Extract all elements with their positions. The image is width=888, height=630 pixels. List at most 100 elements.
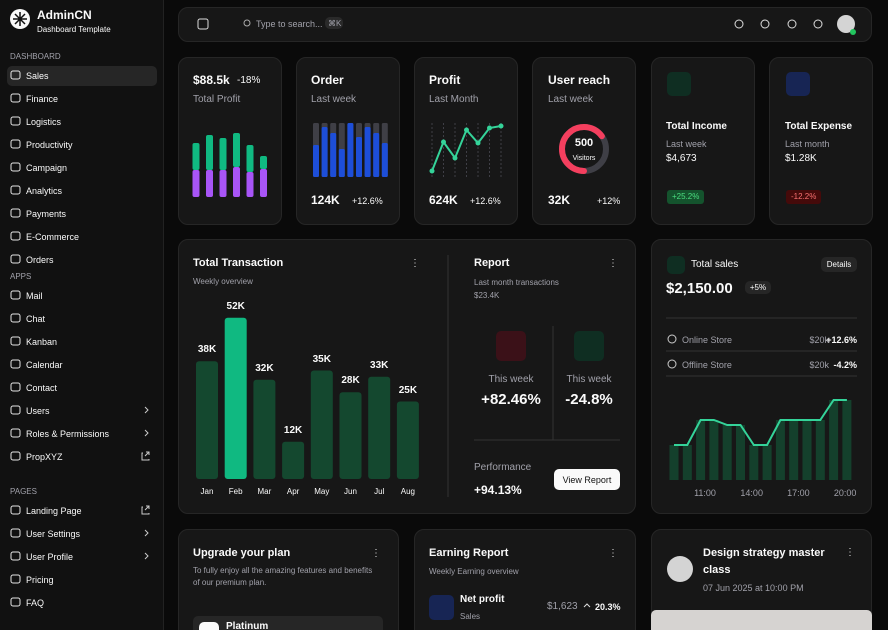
search-input[interactable]: Type to search... <box>256 19 323 29</box>
bar-label: 52K <box>226 300 245 312</box>
sales-value: $2,150.00 <box>666 280 733 297</box>
stack-bar <box>233 133 240 167</box>
row-name: Offline Store <box>682 360 732 370</box>
x-label: Aug <box>400 487 416 496</box>
expense-subtitle: Last month <box>785 139 830 149</box>
badge-bg <box>745 281 771 294</box>
nav-item[interactable]: Sales <box>26 71 49 81</box>
expense-value: $1.28K <box>785 153 817 164</box>
nav-item[interactable]: Productivity <box>26 140 73 150</box>
view-report-button[interactable] <box>554 469 620 490</box>
nav-icon <box>10 116 21 126</box>
sidebar-toggle <box>197 18 209 30</box>
nav-item[interactable]: Pricing <box>26 575 54 585</box>
point <box>475 140 481 146</box>
bar <box>321 127 328 177</box>
menu-button[interactable]: ⋮ <box>410 258 420 269</box>
details-button[interactable] <box>821 257 857 272</box>
sales-title: Total sales <box>691 259 739 270</box>
transaction-subtitle: Weekly overview <box>193 277 253 286</box>
x-label: 11:00 <box>694 488 716 498</box>
bar <box>736 425 745 480</box>
active-item-bg[interactable] <box>7 66 157 86</box>
x-label: Mar <box>257 487 272 496</box>
left-label: This week <box>488 374 534 385</box>
event-title: Design strategy master class <box>703 547 825 576</box>
profit-title: Profit <box>429 73 461 87</box>
reach-title: User reach <box>548 73 611 87</box>
avatar <box>837 15 855 33</box>
point <box>498 123 504 129</box>
nav-icon <box>10 382 21 392</box>
menu-button[interactable]: ⋮ <box>608 548 618 559</box>
nav-item[interactable]: Logistics <box>26 117 62 127</box>
nav-item[interactable]: FAQ <box>26 598 45 608</box>
bar <box>396 401 419 479</box>
menu-button[interactable]: ⋮ <box>371 548 381 559</box>
nav-item[interactable]: Chat <box>26 314 46 324</box>
nav-item[interactable]: Users <box>26 406 50 416</box>
earning-amount: $1,623 <box>547 601 578 612</box>
nav-item[interactable]: User Profile <box>26 552 74 562</box>
x-label: 14:00 <box>740 488 763 498</box>
point <box>441 139 446 145</box>
bar <box>347 123 354 177</box>
bar <box>381 143 388 177</box>
toolbar-icon <box>813 19 823 29</box>
earning-icon <box>429 595 454 620</box>
income-icon <box>667 72 691 96</box>
stack-bar <box>192 143 200 170</box>
nav-item[interactable]: PropXYZ <box>26 452 63 462</box>
nav-item[interactable]: Orders <box>26 255 54 265</box>
income-subtitle: Last week <box>666 139 707 149</box>
bar <box>789 420 799 480</box>
details-label: Details <box>826 260 852 269</box>
nav-item[interactable]: E-Commerce <box>26 232 80 242</box>
section-title: DASHBOARD <box>10 52 61 61</box>
nav-icon <box>10 405 21 415</box>
nav-item[interactable]: Roles & Permissions <box>26 429 110 439</box>
nav-item[interactable]: User Settings <box>26 529 81 539</box>
upgrade-title: Upgrade your plan <box>193 547 291 559</box>
report-title: Report <box>474 257 510 269</box>
bar <box>709 420 719 480</box>
logo-mark <box>13 12 27 26</box>
stack-bar <box>219 170 227 197</box>
row-amount: $20k <box>809 360 829 370</box>
nav-item[interactable]: Campaign <box>26 163 68 173</box>
event-date: 07 Jun 2025 at 10:00 PM <box>703 583 804 593</box>
nav-icon <box>10 185 21 195</box>
x-label: May <box>314 487 330 496</box>
nav-icon <box>10 254 21 264</box>
x-label: Jul <box>374 487 385 496</box>
nav-icon <box>10 428 21 438</box>
nav-item[interactable]: Analytics <box>26 186 63 196</box>
nav-item[interactable]: Calendar <box>26 360 63 370</box>
order-subtitle: Last week <box>311 94 357 105</box>
menu-button[interactable]: ⋮ <box>845 547 855 558</box>
nav-icon <box>10 162 21 172</box>
profit-change: -18% <box>237 75 261 86</box>
upgrade-card <box>178 529 399 630</box>
point <box>429 168 435 174</box>
bar <box>196 361 218 479</box>
nav-item[interactable]: Contact <box>26 383 58 393</box>
nav-item[interactable]: Mail <box>26 291 43 301</box>
button-label: View Report <box>562 475 612 485</box>
report-subtitle: Last month transactions <box>474 278 559 287</box>
bar-label: 35K <box>312 353 331 365</box>
stack-bar <box>192 170 200 197</box>
stack-bar <box>246 145 254 172</box>
brand-name: AdminCN <box>37 8 92 22</box>
profit-value: $88.5k <box>193 73 230 87</box>
down-icon <box>496 331 526 361</box>
nav-icon <box>10 574 21 584</box>
nav-item[interactable]: Payments <box>26 209 67 219</box>
nav-item[interactable]: Finance <box>26 94 59 104</box>
bar-label: 12K <box>283 424 303 436</box>
nav-item[interactable]: Kanban <box>26 337 58 347</box>
nav-item[interactable]: Landing Page <box>26 506 82 516</box>
menu-button[interactable]: ⋮ <box>608 258 618 269</box>
sales-badge: +5% <box>749 283 767 292</box>
status <box>850 29 856 35</box>
